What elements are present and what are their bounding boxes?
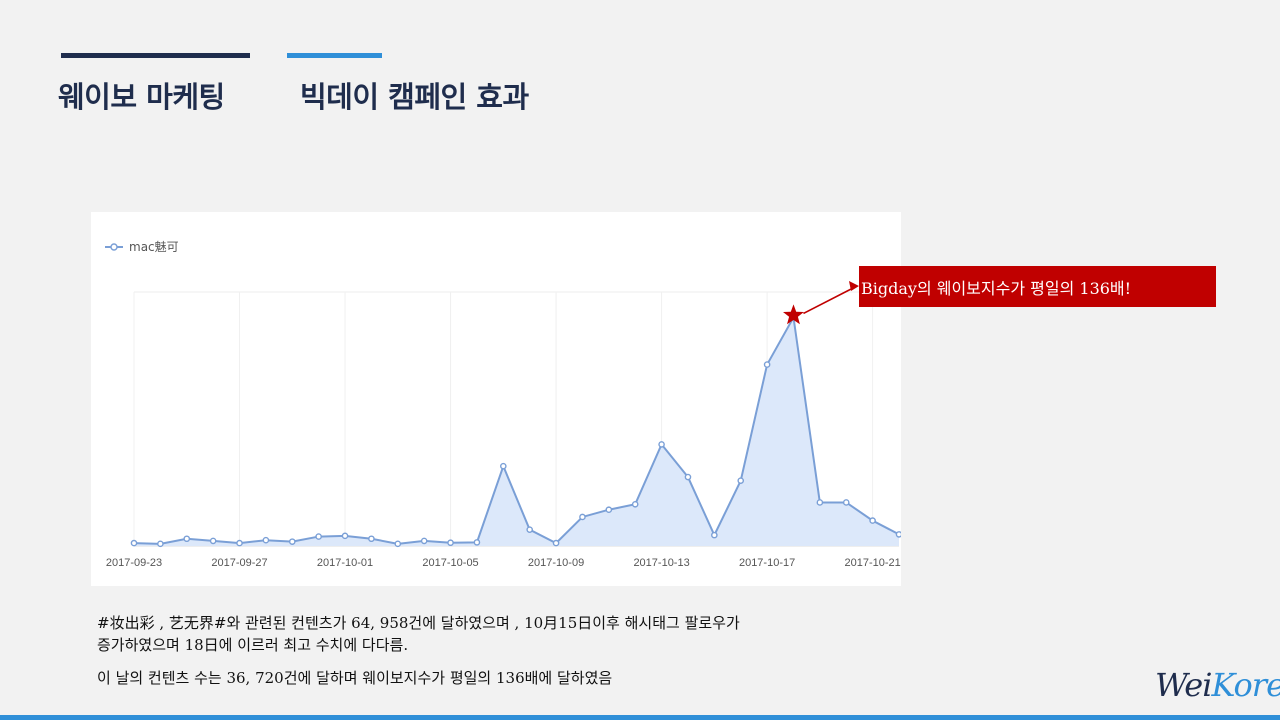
data-point — [711, 531, 718, 539]
legend-label: mac魅可 — [129, 239, 179, 254]
callout-arrowhead-icon — [849, 281, 859, 291]
area-chart: 2017-09-23 2017-09-27 2017-10-01 2017-10-05… — [105, 239, 901, 569]
x-tick-label: 2017-10-09 — [528, 557, 584, 569]
x-tick-label: 2017-10-17 — [739, 557, 795, 569]
x-tick-label: 2017-10-05 — [422, 557, 478, 569]
x-tick-label: 2017-09-23 — [106, 557, 162, 569]
x-tick-label: 2017-10-13 — [633, 557, 689, 569]
data-point — [895, 531, 901, 538]
logo-text-korea: Korea — [1211, 666, 1280, 704]
data-point — [368, 535, 375, 543]
data-point — [341, 532, 349, 540]
data-point — [737, 477, 745, 484]
data-point — [869, 517, 876, 524]
data-point — [763, 361, 771, 368]
data-point — [579, 513, 586, 521]
x-tick-label: 2017-10-01 — [317, 557, 373, 569]
data-point — [473, 539, 481, 546]
data-point — [288, 538, 296, 545]
x-tick-label: 2017-10-21 — [844, 557, 900, 569]
description-line-2: 증가하였으며 18日에 이르러 최고 수치에 다다름. — [97, 636, 409, 654]
legend-marker — [110, 243, 118, 251]
callout-arrow-line — [803, 285, 858, 315]
data-point — [552, 539, 560, 547]
description-paragraph-2: 이 날의 컨텐츠 수는 36, 720건에 달하며 웨이보지수가 평일의 136… — [97, 669, 613, 687]
page-subtitle: 빅데이 캠페인 효과 — [300, 80, 529, 114]
data-point — [420, 537, 428, 545]
data-point — [605, 506, 613, 514]
data-point — [500, 462, 507, 470]
data-point — [236, 539, 243, 547]
bottom-accent-line — [0, 715, 1280, 720]
chart-card: 2017-09-23 2017-09-27 2017-10-01 2017-10-05… — [91, 212, 901, 586]
data-point — [157, 540, 164, 548]
data-point — [262, 536, 270, 544]
data-point — [209, 537, 217, 545]
data-point — [183, 535, 191, 543]
x-tick-label: 2017-09-27 — [211, 557, 267, 569]
data-point — [684, 473, 692, 481]
series-area-fill — [134, 317, 899, 546]
description-paragraph-1: #妆出彩 , 艺无界#와 관련된 컨텐츠가 64, 958건에 달하였으며 , … — [97, 612, 897, 656]
series-line — [133, 314, 900, 545]
title-accent-bar-right — [287, 53, 382, 58]
logo-text-wei: Wei — [1155, 666, 1212, 704]
title-accent-bar-left — [61, 53, 250, 58]
data-point — [130, 539, 138, 547]
data-point — [631, 500, 639, 508]
page-title: 웨이보 마케팅 — [58, 80, 225, 114]
data-point — [394, 540, 402, 548]
data-point — [816, 499, 824, 506]
data-point — [526, 526, 533, 533]
peak-callout: Bigday의 웨이보지수가 평일의 136배! — [859, 266, 1216, 307]
data-point — [315, 533, 322, 540]
data-point — [658, 441, 665, 448]
description-line-1: #妆出彩 , 艺无界#와 관련된 컨텐츠가 64, 958건에 달하였으며 , … — [97, 614, 740, 632]
data-point — [447, 539, 454, 547]
data-point — [842, 499, 850, 506]
peak-star-icon — [783, 304, 804, 325]
weikorea-logo: WeiKorea — [1155, 666, 1280, 704]
